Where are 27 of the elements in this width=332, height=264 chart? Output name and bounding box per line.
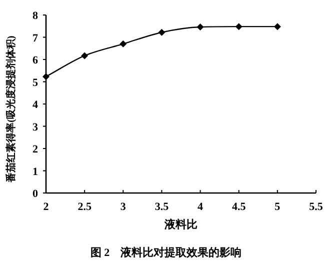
y-tick-label: 8 xyxy=(32,10,38,22)
point xyxy=(120,40,127,48)
x-tick-label: 3.5 xyxy=(154,201,170,213)
y-tick-label: 4 xyxy=(32,99,38,111)
x-tick-label: 4.5 xyxy=(232,201,246,213)
x-tick-label: 4 xyxy=(198,201,204,213)
y-tick-label: 5 xyxy=(32,76,38,89)
point xyxy=(81,52,88,60)
y-tick-label: 1 xyxy=(32,166,38,178)
point xyxy=(274,23,281,30)
point xyxy=(196,24,204,31)
point xyxy=(42,73,50,80)
y-tick-label: 0 xyxy=(32,188,38,200)
x-tick-label: 5 xyxy=(274,201,281,213)
y-tick-label: 7 xyxy=(32,32,38,44)
x-axis-title: 液料比 xyxy=(164,218,198,231)
y-tick-label: 6 xyxy=(32,54,38,66)
y-tick-label: 3 xyxy=(32,121,38,134)
point xyxy=(158,28,166,36)
x-tick-label: 3 xyxy=(120,201,126,213)
text: 图 2 液料比对提取效果的影响 xyxy=(90,246,242,259)
y-axis-title: 番茄红素得率(吸光度浸提剂体积) xyxy=(5,36,17,184)
x-tick-label: 5.5 xyxy=(309,201,324,213)
x-tick-label: 2 xyxy=(43,201,50,213)
y-tick-label: 2 xyxy=(32,144,38,156)
x-tick-label: 2.5 xyxy=(78,201,92,213)
point xyxy=(235,23,242,30)
